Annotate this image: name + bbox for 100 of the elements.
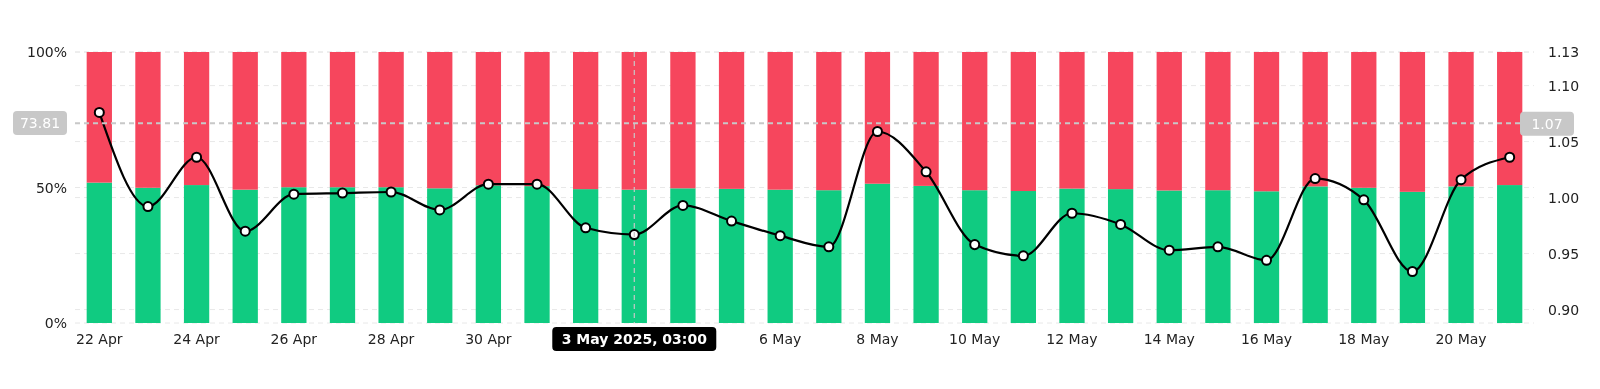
bar — [86, 52, 112, 183]
x-tick-label: 18 May — [1338, 331, 1390, 347]
point — [336, 187, 348, 199]
point — [239, 225, 251, 237]
bar — [475, 185, 502, 323]
y-tick-label: 100% — [26, 44, 67, 60]
bar — [621, 189, 647, 323]
x-tick-label: 22 Apr — [76, 331, 123, 347]
point — [385, 186, 397, 198]
point — [726, 215, 738, 227]
bar — [1497, 185, 1523, 323]
x-tick-label: 12 May — [1046, 331, 1098, 347]
bar — [378, 187, 404, 323]
bar — [1156, 52, 1182, 191]
x-tick-label: 24 Apr — [173, 331, 221, 347]
y-tick-label: 50% — [35, 179, 67, 196]
bar — [913, 52, 939, 186]
point — [628, 229, 640, 241]
y2-tick-label: 0.95 — [1548, 245, 1580, 262]
bar — [232, 52, 258, 190]
point — [1309, 173, 1321, 185]
bar — [281, 187, 307, 323]
bar — [1448, 52, 1474, 187]
bar — [183, 52, 210, 186]
y2-tick-label: 1.05 — [1548, 133, 1580, 150]
bar — [718, 188, 745, 323]
bar — [573, 189, 599, 323]
bar — [962, 190, 988, 323]
y2-tick-label: 0.90 — [1548, 301, 1580, 318]
bar — [1010, 191, 1036, 323]
point — [1212, 241, 1224, 253]
point — [434, 204, 446, 216]
bar — [718, 52, 745, 189]
bar — [1205, 52, 1231, 191]
x-tick-label: 26 Apr — [270, 331, 318, 347]
point — [580, 222, 592, 234]
bar — [232, 189, 258, 323]
point — [1017, 250, 1029, 262]
ref-line-label: 3 May 2025, 03:00 — [561, 331, 708, 347]
x-tick-label: 14 May — [1143, 331, 1195, 347]
x-tick-label: 30 Apr — [465, 331, 512, 347]
bar — [962, 52, 988, 191]
bar — [524, 186, 550, 323]
bar — [378, 52, 404, 188]
bar — [816, 52, 842, 191]
bar — [1302, 52, 1328, 187]
bar — [767, 52, 793, 190]
bar — [183, 185, 210, 323]
bar — [1351, 187, 1377, 323]
point — [1358, 194, 1370, 206]
bar — [427, 188, 453, 323]
bar — [1253, 191, 1280, 323]
y2-tick-label: 1.10 — [1548, 77, 1580, 94]
x-tick-label: 16 May — [1240, 331, 1293, 347]
bar — [1448, 186, 1474, 323]
point — [531, 178, 543, 190]
bar — [329, 187, 356, 323]
point — [142, 201, 154, 213]
y-tick-label: 0% — [44, 315, 67, 331]
bar — [816, 190, 842, 323]
bar — [1351, 52, 1377, 188]
bar — [427, 52, 453, 189]
y2-tick-label: 1.00 — [1548, 189, 1580, 206]
bar — [864, 183, 891, 323]
bar — [1059, 52, 1085, 189]
point — [677, 199, 689, 211]
y2-tick-label: 1.13 — [1548, 44, 1580, 60]
bar — [1107, 52, 1134, 190]
bar — [329, 52, 356, 188]
bar — [621, 52, 647, 190]
bar — [1059, 188, 1085, 323]
point — [774, 230, 786, 242]
point — [1066, 207, 1078, 219]
point — [823, 241, 835, 253]
point — [1504, 151, 1516, 163]
x-tick-label: 8 May — [856, 331, 899, 347]
bar — [86, 182, 112, 323]
point — [1406, 265, 1418, 277]
x-tick-label: 10 May — [949, 331, 1001, 347]
point — [191, 151, 203, 163]
bar — [1399, 52, 1426, 192]
bar — [670, 188, 696, 323]
point — [482, 178, 494, 190]
bar — [281, 52, 307, 188]
x-tick-label: 28 Apr — [367, 331, 415, 347]
bar — [135, 187, 161, 323]
point — [288, 188, 300, 200]
x-tick-label: 20 May — [1435, 331, 1487, 347]
bar — [135, 52, 161, 188]
bar — [864, 52, 891, 184]
bar — [1205, 190, 1231, 323]
bar — [1497, 52, 1523, 186]
bar — [1399, 191, 1426, 323]
bar — [1107, 189, 1134, 323]
bar — [1253, 52, 1280, 192]
bar — [475, 52, 502, 186]
bar — [913, 185, 939, 323]
bar — [524, 52, 550, 187]
point — [1455, 174, 1467, 186]
bar — [1302, 186, 1328, 323]
